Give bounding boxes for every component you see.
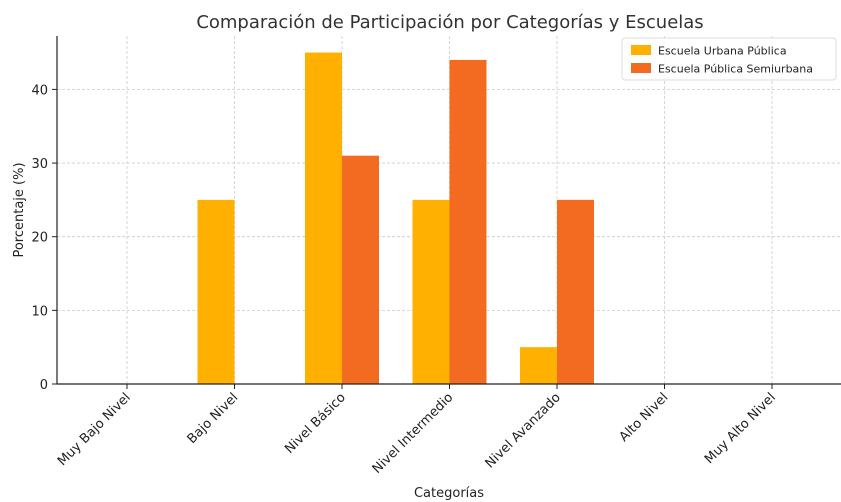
bar-semiurbana	[342, 155, 379, 384]
legend-swatch	[631, 45, 651, 55]
legend-swatch	[631, 63, 651, 73]
x-tick-label: Muy Alto Nivel	[702, 390, 779, 467]
x-tick-label: Nivel Intermedio	[370, 390, 457, 477]
bar-semiurbana	[449, 59, 487, 384]
y-tick-label: 40	[31, 83, 48, 98]
y-axis-label: Porcentaje (%)	[12, 162, 27, 257]
bar-urbana	[520, 347, 557, 384]
bar-urbana	[197, 199, 235, 384]
legend-label: Escuela Urbana Pública	[658, 45, 787, 58]
bar-semiurbana	[557, 199, 594, 384]
y-tick-label: 30	[31, 157, 48, 172]
ticks-layer: 0 10 20 30 40 Muy Bajo Nivel Bajo Nivel Nivel B…	[31, 83, 778, 476]
x-tick-label: Alto Nivel	[617, 390, 672, 445]
y-tick-label: 0	[40, 378, 48, 393]
legend-label: Escuela Pública Semiurbana	[658, 63, 813, 76]
y-tick-label: 10	[31, 304, 48, 319]
x-tick-label: Bajo Nivel	[185, 390, 242, 447]
x-tick-label: Nivel Básico	[282, 390, 349, 457]
chart-title: Comparación de Participación por Categor…	[196, 12, 703, 33]
x-tick-label: Muy Bajo Nivel	[55, 390, 134, 469]
legend-box	[621, 37, 837, 81]
legend: Escuela Urbana Pública Escuela Pública Se…	[621, 37, 837, 81]
bar-urbana	[305, 52, 342, 384]
x-axis-label: Categorías	[414, 486, 484, 501]
bar-urbana	[412, 199, 450, 384]
x-tick-label: Nivel Avanzado	[483, 390, 564, 471]
y-tick-label: 20	[31, 231, 48, 246]
bars-layer	[197, 52, 594, 384]
